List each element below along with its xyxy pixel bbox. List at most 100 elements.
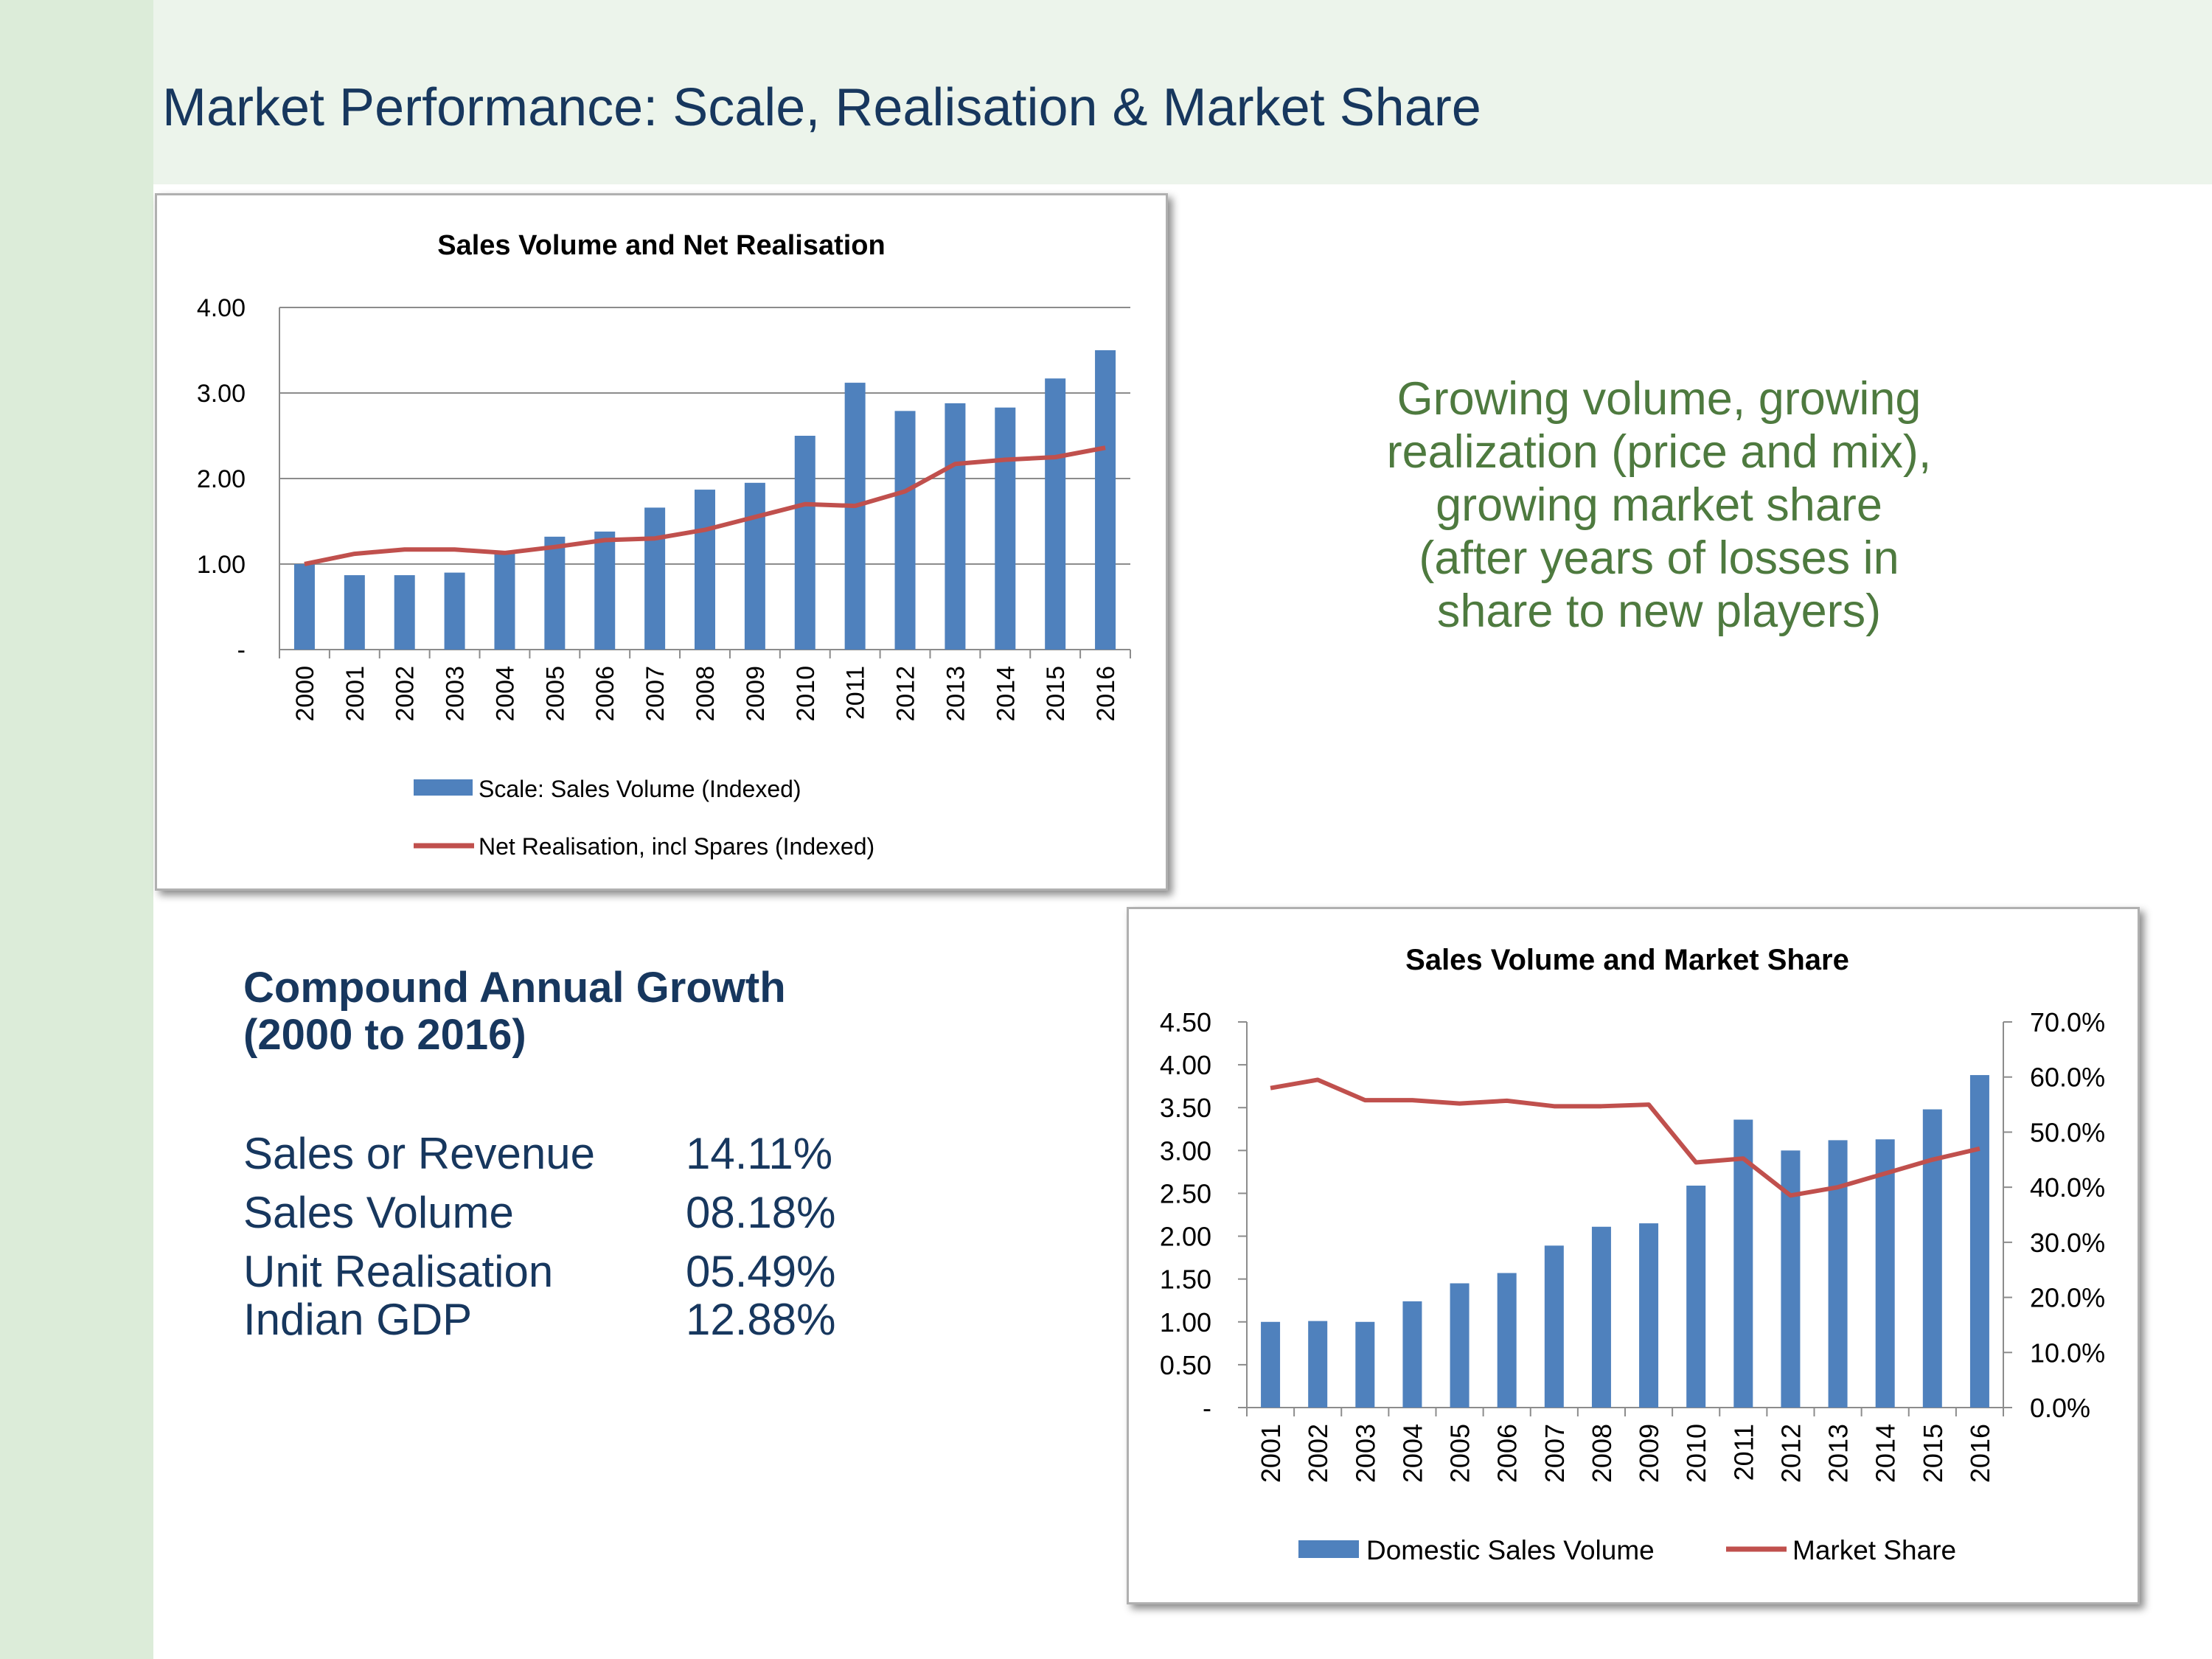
cagr-label: Sales Volume — [243, 1188, 514, 1237]
chart2-svg: Sales Volume and Market Share - 0.50 1.00 1.… — [1160, 944, 2105, 1565]
chart2-ytick-right-label: 60.0% — [2030, 1062, 2105, 1093]
chart2-bar — [1828, 1140, 1848, 1408]
chart2-ytick-right-label: 10.0% — [2030, 1338, 2105, 1368]
chart2-ytick-left-label: 1.00 — [1160, 1307, 1211, 1338]
chart1-bar — [293, 564, 315, 650]
chart2-bar — [1261, 1321, 1281, 1408]
chart2-x-label: 2009 — [1634, 1424, 1664, 1483]
chart2-ytick-left-label: 1.50 — [1160, 1265, 1211, 1295]
callout-line: growing market share — [1436, 479, 1882, 531]
chart2-x-label: 2005 — [1445, 1424, 1475, 1483]
chart2-x-label: 2006 — [1492, 1424, 1523, 1483]
chart2-x-label: 2016 — [1965, 1424, 1995, 1483]
chart2-ytick-left-label: 4.50 — [1160, 1007, 1211, 1037]
chart2-x-label: 2014 — [1871, 1424, 1901, 1483]
chart2-ytick-left-label: 3.50 — [1160, 1093, 1211, 1123]
chart1-ytick-label: 3.00 — [197, 380, 246, 408]
chart2-bar — [1969, 1075, 1989, 1408]
chart2-bar — [1922, 1109, 1942, 1408]
chart1-bar — [594, 531, 616, 650]
chart1-x-label: 2000 — [291, 666, 319, 722]
chart1-legend-line-label: Net Realisation, incl Spares (Indexed) — [479, 833, 874, 860]
chart2-ytick-left-label: 4.00 — [1160, 1050, 1211, 1080]
cagr-value: 12.88% — [686, 1295, 836, 1344]
chart2-ytick-right-label: 40.0% — [2030, 1172, 2105, 1203]
chart2-bar — [1355, 1321, 1375, 1408]
title-band — [153, 0, 2212, 184]
chart1-x-label: 2016 — [1092, 666, 1120, 722]
chart1-bar — [494, 552, 515, 650]
chart1-bar — [644, 507, 666, 650]
chart2-x-label: 2010 — [1681, 1424, 1711, 1483]
chart2-legend-line-label: Market Share — [1792, 1535, 1956, 1565]
chart1-x-label: 2001 — [341, 666, 369, 722]
chart1-ytick-label: 4.00 — [197, 294, 246, 322]
chart2-ytick-left-label: 0.50 — [1160, 1350, 1211, 1380]
left-accent-band — [0, 0, 153, 1659]
chart1-x-label: 2015 — [1042, 666, 1070, 722]
slide-title: Market Performance: Scale, Realisation &… — [162, 78, 1481, 137]
chart1-legend-bar-label: Scale: Sales Volume (Indexed) — [479, 776, 801, 802]
chart1-bar — [945, 403, 966, 650]
chart1-bar — [394, 575, 415, 650]
chart1-x-label: 2011 — [842, 666, 870, 720]
cagr-label: Sales or Revenue — [243, 1129, 595, 1178]
chart2-bar — [1497, 1273, 1517, 1408]
cagr-row-revenue: Sales or Revenue 14.11% — [243, 1128, 832, 1179]
chart2-x-label: 2002 — [1303, 1424, 1333, 1483]
callout-line: (after years of losses in — [1419, 532, 1899, 584]
chart2-x-label: 2003 — [1350, 1424, 1380, 1483]
chart2-ytick-right-label: 30.0% — [2030, 1228, 2105, 1258]
chart-sales-volume-net-realisation: Sales Volume and Net Realisation - 1.00 2.0… — [155, 193, 1168, 891]
chart2-bar — [1402, 1301, 1422, 1408]
chart1-x-label: 2008 — [692, 666, 720, 722]
chart2-x-label: 2008 — [1587, 1424, 1617, 1483]
chart2-legend-bar-label: Domestic Sales Volume — [1366, 1535, 1655, 1565]
chart2-ytick-left-label: 2.00 — [1160, 1222, 1211, 1252]
chart1-x-label: 2010 — [792, 666, 820, 722]
chart2-bar — [1686, 1185, 1706, 1408]
chart2-bar — [1591, 1226, 1611, 1408]
chart2-ytick-right-label: 0.0% — [2030, 1393, 2090, 1423]
chart1-x-label: 2009 — [742, 666, 770, 722]
chart1-x-label: 2013 — [942, 666, 970, 722]
chart1-bar — [995, 407, 1016, 650]
chart1-x-label: 2014 — [992, 666, 1020, 722]
chart-sales-volume-market-share: Sales Volume and Market Share - 0.50 1.00 1.… — [1127, 907, 2140, 1604]
chart2-bar — [1308, 1321, 1328, 1408]
chart1-ytick-label: 1.00 — [197, 551, 246, 579]
chart1-bar — [744, 482, 765, 650]
chart1-title: Sales Volume and Net Realisation — [437, 230, 885, 261]
cagr-value: 05.49% — [686, 1247, 836, 1296]
chart1-x-label: 2004 — [491, 666, 519, 722]
chart1-x-label: 2007 — [641, 666, 669, 722]
callout-line: share to new players) — [1436, 585, 1882, 637]
cagr-heading-line: (2000 to 2016) — [243, 1011, 526, 1059]
chart1-x-label: 2005 — [541, 666, 569, 722]
chart2-bar — [1450, 1283, 1470, 1408]
chart2-ytick-left-label: 2.50 — [1160, 1178, 1211, 1208]
chart2-line-market-share — [1270, 1077, 1980, 1198]
chart2-ytick-right-label: 50.0% — [2030, 1117, 2105, 1147]
chart2-bar — [1875, 1139, 1895, 1408]
chart1-x-label: 2006 — [591, 666, 619, 722]
cagr-row-unit-realisation: Unit Realisation 05.49% — [243, 1246, 836, 1297]
chart1-svg: Sales Volume and Net Realisation - 1.00 2.0… — [197, 230, 1131, 860]
chart2-ytick-left-label: 3.00 — [1160, 1135, 1211, 1166]
chart1-line-net-realisation — [304, 445, 1106, 566]
chart1-bar — [844, 383, 866, 650]
chart1-x-label: 2002 — [392, 666, 420, 722]
chart2-x-label: 2001 — [1256, 1424, 1286, 1483]
cagr-value: 14.11% — [686, 1129, 833, 1178]
chart2-x-label: 2007 — [1540, 1424, 1570, 1483]
chart2-title: Sales Volume and Market Share — [1405, 944, 1849, 976]
chart2-x-label: 2013 — [1823, 1424, 1854, 1483]
chart2-legend-bar-swatch — [1298, 1540, 1359, 1558]
chart2-x-label: 2015 — [1918, 1424, 1948, 1483]
cagr-heading: Compound Annual Growth (2000 to 2016) — [243, 964, 786, 1059]
chart1-bar — [1045, 378, 1066, 650]
chart2-ytick-left-label: - — [1203, 1393, 1211, 1423]
chart1-bar — [1095, 350, 1116, 650]
chart1-ytick-label: 2.00 — [197, 465, 246, 493]
chart1-bar — [794, 436, 815, 650]
